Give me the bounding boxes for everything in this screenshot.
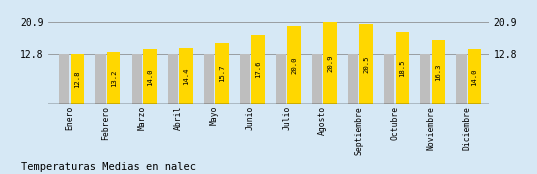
Text: 20.9: 20.9 bbox=[327, 54, 333, 72]
Text: 15.7: 15.7 bbox=[219, 65, 225, 82]
Text: 14.0: 14.0 bbox=[471, 68, 477, 86]
Bar bbox=[384, 54, 394, 104]
Text: 20.0: 20.0 bbox=[291, 56, 297, 74]
Bar bbox=[432, 40, 445, 104]
Bar bbox=[132, 54, 142, 104]
Text: 16.3: 16.3 bbox=[436, 64, 441, 81]
Text: 17.6: 17.6 bbox=[255, 61, 261, 78]
Text: 14.4: 14.4 bbox=[183, 67, 189, 85]
Bar bbox=[168, 54, 178, 104]
Bar bbox=[60, 54, 69, 104]
Bar bbox=[179, 48, 193, 104]
Bar bbox=[323, 22, 337, 104]
Bar bbox=[312, 54, 322, 104]
Text: Temperaturas Medias en nalec: Temperaturas Medias en nalec bbox=[21, 162, 197, 172]
Bar bbox=[215, 43, 229, 104]
Text: 13.2: 13.2 bbox=[111, 70, 117, 87]
Bar bbox=[96, 54, 106, 104]
Text: 12.8: 12.8 bbox=[75, 70, 81, 88]
Text: 14.0: 14.0 bbox=[147, 68, 153, 86]
Bar bbox=[71, 54, 84, 104]
Bar bbox=[251, 35, 265, 104]
Bar bbox=[456, 54, 467, 104]
Bar bbox=[143, 49, 157, 104]
Bar bbox=[276, 54, 286, 104]
Bar bbox=[396, 31, 409, 104]
Bar bbox=[468, 49, 481, 104]
Bar bbox=[204, 54, 214, 104]
Bar bbox=[107, 52, 120, 104]
Bar bbox=[348, 54, 358, 104]
Text: 20.5: 20.5 bbox=[363, 55, 369, 73]
Text: 18.5: 18.5 bbox=[400, 59, 405, 77]
Bar bbox=[287, 26, 301, 104]
Bar bbox=[420, 54, 431, 104]
Bar bbox=[359, 24, 373, 104]
Bar bbox=[240, 54, 250, 104]
